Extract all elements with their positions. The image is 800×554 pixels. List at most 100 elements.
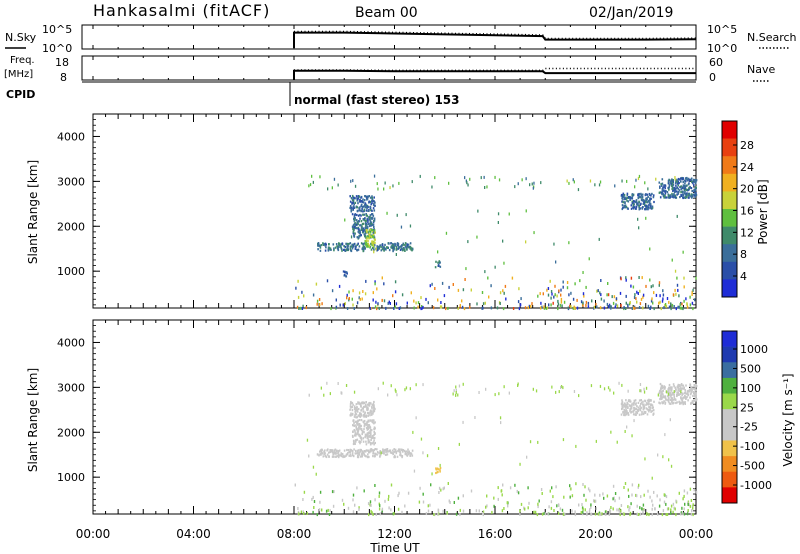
range-gate-cell (355, 245, 357, 248)
range-gate-cell (538, 499, 540, 503)
range-gate-cell (664, 187, 666, 190)
range-gate-cell (318, 454, 320, 457)
range-gate-cell (645, 386, 648, 390)
range-gate-cell (362, 210, 364, 213)
range-gate-cell (392, 243, 394, 246)
range-gate-cell (665, 304, 668, 308)
range-gate-cell (448, 285, 450, 289)
range-gate-cell (398, 181, 400, 185)
range-gate-cell (658, 181, 661, 184)
range-gate-cell (415, 383, 417, 387)
range-gate-cell (643, 508, 645, 512)
range-gate-cell (692, 178, 695, 181)
range-gate-cell (372, 207, 375, 210)
range-gate-cell (316, 513, 318, 517)
range-gate-cell (352, 419, 355, 422)
range-gate-cell (446, 511, 448, 515)
range-gate-cell (684, 196, 687, 199)
range-gate-cell (563, 495, 565, 499)
range-gate-cell (682, 193, 684, 196)
range-gate-cell (539, 292, 541, 296)
range-gate-cell (672, 502, 675, 506)
range-gate-cell (333, 490, 335, 494)
range-gate-cell (664, 395, 667, 398)
range-gate-cell (684, 395, 687, 398)
range-gate-cell (371, 195, 373, 198)
range-gate-cell (337, 248, 340, 252)
range-gate-cell (638, 195, 640, 198)
range-gate-cell (683, 387, 685, 390)
range-gate-cell (612, 507, 614, 511)
range-gate-cell (641, 411, 643, 414)
range-gate-cell (525, 209, 527, 213)
range-gate-cell (325, 246, 327, 249)
range-gate-cell (634, 306, 636, 310)
range-gate-cell (371, 235, 374, 238)
range-gate-cell (627, 303, 629, 307)
range-gate-cell (668, 386, 670, 389)
range-gate-cell (345, 271, 348, 274)
range-gate-cell (334, 452, 336, 455)
range-gate-cell (674, 196, 677, 199)
range-gate-cell (394, 244, 397, 247)
range-gate-cell (636, 405, 638, 408)
range-gate-cell (354, 430, 356, 433)
range-gate-cell (695, 192, 697, 195)
range-gate-cell (559, 303, 562, 307)
range-gate-cell (687, 389, 690, 392)
range-gate-cell (674, 176, 676, 180)
range-gate-cell (693, 488, 695, 492)
range-gate-cell (631, 200, 634, 203)
range-gate-cell (625, 197, 627, 200)
range-gate-cell (341, 243, 344, 246)
range-gate-cell (320, 386, 322, 390)
range-gate-cell (351, 194, 354, 198)
range-gate-cell (635, 407, 637, 410)
range-gate-cell (650, 299, 653, 303)
range-gate-cell (372, 452, 375, 455)
range-gate-cell (692, 182, 694, 185)
range-gate-cell (658, 283, 660, 287)
range-gate-cell (695, 179, 698, 182)
range-gate-cell (303, 294, 305, 298)
range-gate-cell (634, 403, 637, 406)
range-gate-cell (354, 412, 357, 415)
range-gate-cell (369, 419, 372, 422)
range-gate-cell (612, 301, 615, 305)
range-gate-cell (354, 247, 357, 250)
range-gate-cell (673, 398, 675, 401)
range-gate-cell (374, 427, 376, 430)
range-gate-cell (358, 440, 361, 443)
range-gate-cell (651, 205, 654, 208)
range-gate-cell (662, 396, 664, 399)
range-gate-cell (367, 242, 369, 245)
range-gate-cell (627, 412, 629, 415)
range-gate-cell (369, 220, 372, 223)
range-gate-cell (573, 305, 575, 309)
range-gate-cell (557, 511, 560, 515)
freq-strip: Freq. [MHz] 18 8 60 0 Nave (4, 55, 775, 84)
power-panel-frame (92, 113, 697, 309)
range-gate-cell (369, 222, 372, 225)
range-gate-cell (358, 230, 360, 233)
range-gate-cell (672, 383, 675, 386)
range-gate-cell (548, 303, 550, 307)
colorbar-tick-label: -1000 (740, 479, 772, 492)
range-gate-cell (637, 177, 640, 181)
range-gate-cell (629, 196, 632, 199)
range-gate-cell (680, 383, 683, 386)
range-gate-cell (603, 299, 605, 303)
range-gate-cell (560, 297, 563, 301)
range-gate-cell (405, 247, 408, 250)
range-gate-cell (462, 382, 464, 386)
range-gate-cell (635, 207, 637, 210)
range-gate-cell (551, 292, 553, 296)
range-gate-cell (646, 399, 649, 402)
range-gate-cell (683, 512, 686, 516)
range-gate-cell (641, 193, 644, 196)
range-gate-cell (550, 296, 552, 300)
range-gate-cell (364, 221, 367, 225)
range-gate-cell (639, 409, 642, 412)
range-gate-cell (361, 200, 364, 203)
range-gate-cell (684, 187, 686, 190)
